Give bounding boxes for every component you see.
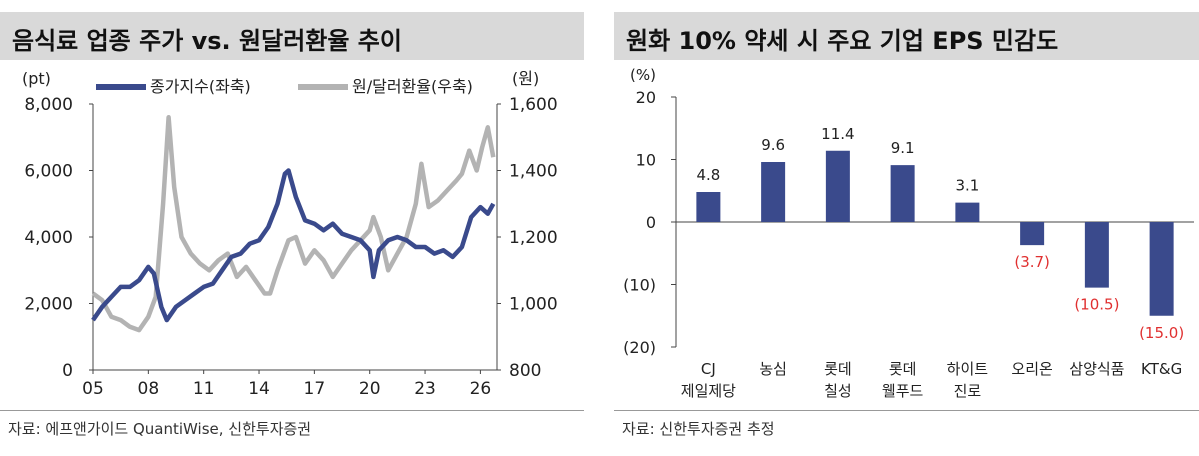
x-tick-label: 26	[470, 379, 492, 399]
bar	[696, 192, 721, 222]
left-source-divider	[0, 410, 584, 411]
left-y-unit: (pt)	[22, 69, 51, 88]
bar-data-label: 3.1	[955, 177, 979, 195]
bar-data-label: 4.8	[696, 166, 720, 184]
right-y-tick-label: 1,600	[509, 95, 558, 115]
x-tick-label: 08	[138, 379, 160, 399]
bar-data-label: (15.0)	[1139, 324, 1184, 342]
bar-category-label: 삼양식품	[1069, 360, 1124, 378]
bar-category-label: 롯데	[889, 360, 917, 378]
x-tick-label: 05	[82, 379, 104, 399]
right-y-tick-label: 800	[509, 361, 541, 381]
bar-category-label: 진로	[954, 382, 982, 400]
x-tick-label: 17	[304, 379, 326, 399]
left-y-tick-label: 8,000	[24, 95, 73, 115]
right-y-tick-label: 1,400	[509, 162, 558, 182]
right-chart-title: 원화 10% 약세 시 주요 기업 EPS 민감도	[626, 27, 1059, 55]
bar	[890, 165, 915, 222]
stock-index-line	[91, 168, 496, 323]
bar-category-label: 오리온	[1011, 360, 1052, 378]
left-source-note: 자료: 에프앤가이드 QuantiWise, 신한투자증권	[8, 420, 312, 438]
bar	[955, 202, 980, 222]
left-chart-title: 음식료 업종 주가 vs. 원달러환율 추이	[12, 27, 402, 55]
bar-data-label: 11.4	[821, 125, 854, 143]
bar-category-label: KT&G	[1141, 360, 1182, 378]
right-source-note: 자료: 신한투자증권 추정	[622, 420, 775, 438]
right-y-tick-label: 1,200	[509, 228, 558, 248]
left-title-bar: 음식료 업종 주가 vs. 원달러환율 추이	[0, 12, 584, 60]
bar-y-tick-label: 20	[636, 88, 656, 107]
bar-data-label: (10.5)	[1074, 296, 1119, 314]
bar-data-label: 9.1	[891, 139, 915, 157]
left-y-tick-label: 0	[62, 361, 73, 381]
bar-y-unit: (%)	[630, 66, 656, 84]
bar-category-label: CJ	[701, 360, 716, 378]
bar-y-tick-label: (10)	[623, 276, 656, 295]
exchange-rate-line	[91, 115, 496, 333]
bar-category-label: 하이트	[947, 360, 989, 378]
right-source-divider	[614, 410, 1199, 411]
right-y-unit: (원)	[512, 69, 539, 88]
bar-category-label: 농심	[759, 360, 787, 378]
left-y-tick-label: 6,000	[24, 162, 73, 182]
bar	[825, 150, 850, 222]
right-title-bar: 원화 10% 약세 시 주요 기업 EPS 민감도	[614, 12, 1199, 60]
bar-y-tick-label: (20)	[623, 338, 656, 357]
left-y-tick-label: 2,000	[24, 295, 73, 315]
bar	[1149, 222, 1174, 316]
bar-y-tick-label: 10	[636, 151, 656, 170]
bar	[1084, 222, 1109, 288]
legend-label-exchange-rate: 원/달러환율(우축)	[352, 77, 473, 96]
bar-y-tick-label: 0	[646, 213, 656, 232]
bar-category-label: 제일제당	[681, 382, 736, 400]
bar-category-label: 롯데	[824, 360, 852, 378]
x-tick-label: 23	[414, 379, 436, 399]
bar-category-label: 웰푸드	[882, 382, 924, 400]
left-y-tick-label: 4,000	[24, 228, 73, 248]
legend-label-stock-index: 종가지수(좌축)	[150, 77, 251, 96]
bar	[1020, 222, 1045, 246]
bar	[761, 162, 786, 222]
x-tick-label: 20	[359, 379, 381, 399]
bar-data-label: (3.7)	[1014, 253, 1050, 271]
line-chart: 0 2,000 4,000 6,000 8,000 800 1,000 1,200 1,400 1…	[22, 69, 558, 399]
left-chart-panel: 음식료 업종 주가 vs. 원달러환율 추이 0 2,000 4,000 6,000 8…	[0, 0, 584, 456]
bar-category-label: 칠성	[824, 382, 852, 400]
right-y-tick-label: 1,000	[509, 295, 558, 315]
x-tick-label: 14	[248, 379, 270, 399]
right-chart-panel: 원화 10% 약세 시 주요 기업 EPS 민감도 20 10 0 (10) (20) (…	[614, 0, 1199, 456]
bar-data-label: 9.6	[761, 136, 785, 154]
x-tick-label: 11	[193, 379, 215, 399]
